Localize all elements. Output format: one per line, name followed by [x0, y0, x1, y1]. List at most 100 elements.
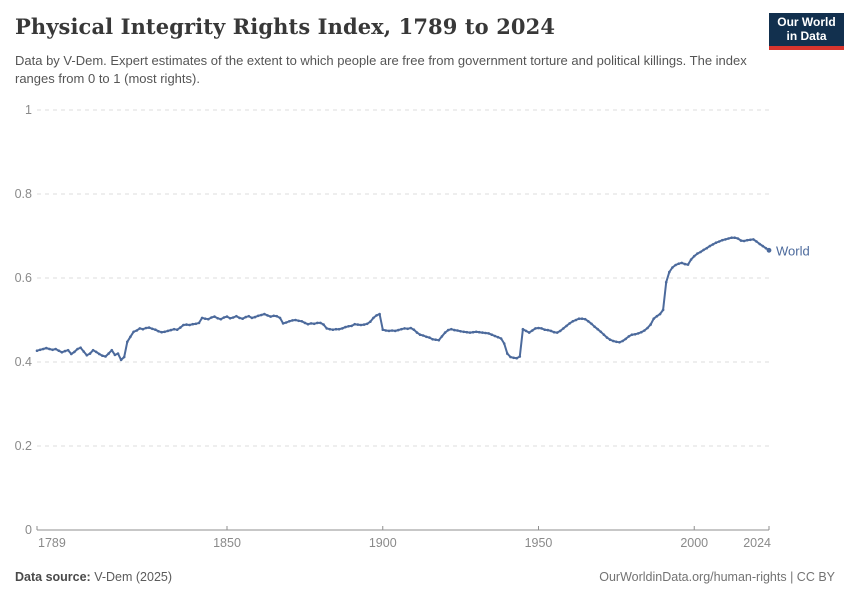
series-point: [612, 339, 615, 343]
series-point: [602, 333, 606, 337]
series-point: [210, 316, 213, 319]
series-point: [627, 335, 631, 338]
y-tick-label-0.8: 0.8: [15, 187, 32, 201]
series-point: [689, 258, 693, 261]
series-point: [172, 327, 176, 331]
series-point: [518, 355, 522, 358]
series-point: [238, 316, 241, 320]
series-point: [664, 280, 668, 284]
series-label-world[interactable]: World: [776, 243, 810, 258]
series-point: [247, 314, 251, 318]
series-point: [57, 349, 61, 353]
x-tick-label-1850: 1850: [213, 536, 241, 550]
series-point: [521, 327, 525, 331]
series-point: [421, 334, 425, 337]
series-point: [437, 338, 441, 342]
series-point: [185, 323, 188, 326]
series-point: [543, 328, 546, 332]
series-point: [453, 328, 456, 332]
series-point: [319, 321, 322, 325]
data-source-label: Data source:: [15, 570, 91, 584]
series-point: [122, 355, 126, 359]
series-point: [107, 352, 110, 355]
series-point: [300, 320, 304, 323]
series-point: [48, 347, 51, 351]
series-point: [163, 330, 166, 334]
series-point: [512, 356, 515, 360]
data-source: Data source: V-Dem (2025): [15, 570, 172, 584]
series-point: [166, 329, 170, 333]
series-point: [403, 327, 406, 330]
y-tick-label-0: 0: [25, 523, 32, 537]
series-point: [574, 318, 578, 322]
series-point: [568, 322, 571, 325]
series-point: [534, 327, 537, 330]
series-point: [431, 338, 434, 341]
series-point: [378, 312, 381, 316]
series-point: [459, 330, 462, 333]
series-point: [60, 351, 64, 354]
series-point: [294, 318, 297, 322]
series-line-world[interactable]: [36, 236, 770, 361]
series-point: [502, 342, 506, 345]
series-point: [552, 330, 556, 334]
owid-logo[interactable]: Our World in Data: [769, 13, 844, 50]
series-point: [129, 335, 132, 339]
series-end-marker: [766, 247, 772, 253]
series-point: [640, 330, 643, 334]
series-point: [126, 340, 129, 344]
series-point: [571, 320, 575, 323]
series-point: [412, 328, 416, 332]
series-point: [721, 238, 724, 242]
series-point: [490, 333, 494, 337]
series-point: [169, 328, 173, 332]
attribution-link[interactable]: OurWorldinData.org/human-rights | CC BY: [599, 570, 835, 584]
series-point: [347, 325, 350, 328]
series-point: [633, 333, 637, 336]
series-point: [590, 322, 593, 326]
series-point: [559, 329, 562, 333]
series-point: [418, 333, 422, 337]
series-point: [41, 347, 45, 351]
series-point: [555, 331, 559, 334]
series-point: [468, 331, 472, 334]
series-point: [312, 322, 316, 326]
series-point: [331, 328, 335, 332]
series-point: [615, 340, 618, 344]
series-point: [621, 339, 624, 343]
series-point: [160, 330, 163, 334]
series-point: [683, 262, 687, 266]
series-point: [110, 348, 114, 352]
series-point: [730, 236, 733, 239]
series-point: [387, 329, 391, 333]
series-point: [749, 238, 752, 242]
series-point: [599, 330, 603, 334]
series-point: [263, 312, 266, 316]
series-point: [291, 319, 294, 322]
series-point: [73, 350, 76, 354]
series-point: [636, 332, 640, 335]
series-point: [375, 314, 378, 317]
series-point: [101, 354, 104, 358]
series-point: [303, 321, 307, 325]
series-point: [478, 330, 481, 334]
series-point: [356, 323, 360, 326]
series-point: [79, 346, 82, 350]
series-point: [443, 331, 447, 334]
series-point: [144, 326, 148, 330]
series-point: [334, 327, 338, 331]
chart-footer: Data source: V-Dem (2025) OurWorldinData…: [15, 570, 835, 584]
x-tick-label-1950: 1950: [525, 536, 553, 550]
series-point: [531, 329, 534, 332]
series-point: [253, 315, 257, 319]
series-point: [686, 263, 690, 266]
series-point: [372, 316, 375, 320]
series-point: [235, 314, 238, 318]
series-point: [322, 323, 325, 326]
owid-logo-line1: Our World: [777, 14, 836, 29]
series-point: [758, 242, 761, 246]
x-tick-label-1789: 1789: [38, 536, 66, 550]
series-point: [82, 350, 85, 353]
series-point: [76, 347, 79, 351]
